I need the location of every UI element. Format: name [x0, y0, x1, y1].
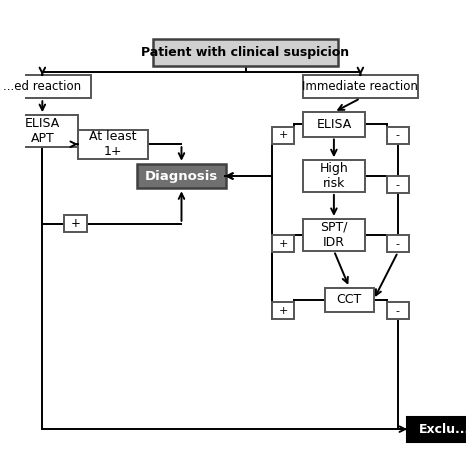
Text: ...ed reaction: ...ed reaction — [3, 80, 82, 93]
FancyBboxPatch shape — [64, 215, 87, 232]
FancyBboxPatch shape — [325, 288, 374, 312]
FancyBboxPatch shape — [387, 127, 409, 144]
FancyBboxPatch shape — [387, 176, 409, 193]
Text: Exclu...: Exclu... — [419, 423, 470, 436]
FancyBboxPatch shape — [273, 127, 294, 144]
Text: Patient with clinical suspicion: Patient with clinical suspicion — [141, 46, 350, 59]
FancyBboxPatch shape — [303, 112, 365, 137]
Text: High
risk: High risk — [319, 162, 348, 190]
FancyBboxPatch shape — [303, 75, 418, 98]
Text: CCT: CCT — [337, 293, 362, 306]
Text: -: - — [396, 238, 400, 249]
FancyBboxPatch shape — [7, 115, 78, 147]
Text: +: + — [278, 130, 288, 140]
FancyBboxPatch shape — [387, 302, 409, 319]
FancyBboxPatch shape — [273, 302, 294, 319]
FancyBboxPatch shape — [137, 164, 226, 188]
FancyBboxPatch shape — [303, 160, 365, 192]
Text: -: - — [396, 180, 400, 190]
Text: Immediate reaction: Immediate reaction — [302, 80, 419, 93]
FancyBboxPatch shape — [153, 39, 338, 65]
Text: +: + — [278, 238, 288, 249]
FancyBboxPatch shape — [0, 75, 91, 98]
Text: ELISA: ELISA — [316, 118, 352, 131]
FancyBboxPatch shape — [273, 235, 294, 252]
Text: -: - — [396, 306, 400, 316]
FancyBboxPatch shape — [407, 417, 474, 442]
Text: At least
1+: At least 1+ — [89, 130, 137, 158]
FancyBboxPatch shape — [78, 130, 148, 159]
Text: Diagnosis: Diagnosis — [145, 170, 218, 182]
FancyBboxPatch shape — [387, 235, 409, 252]
Text: +: + — [278, 306, 288, 316]
Text: SPT/
IDR: SPT/ IDR — [320, 221, 347, 249]
Text: ELISA
APT: ELISA APT — [25, 117, 60, 145]
Text: +: + — [71, 217, 81, 230]
FancyBboxPatch shape — [303, 219, 365, 251]
Text: -: - — [396, 130, 400, 140]
